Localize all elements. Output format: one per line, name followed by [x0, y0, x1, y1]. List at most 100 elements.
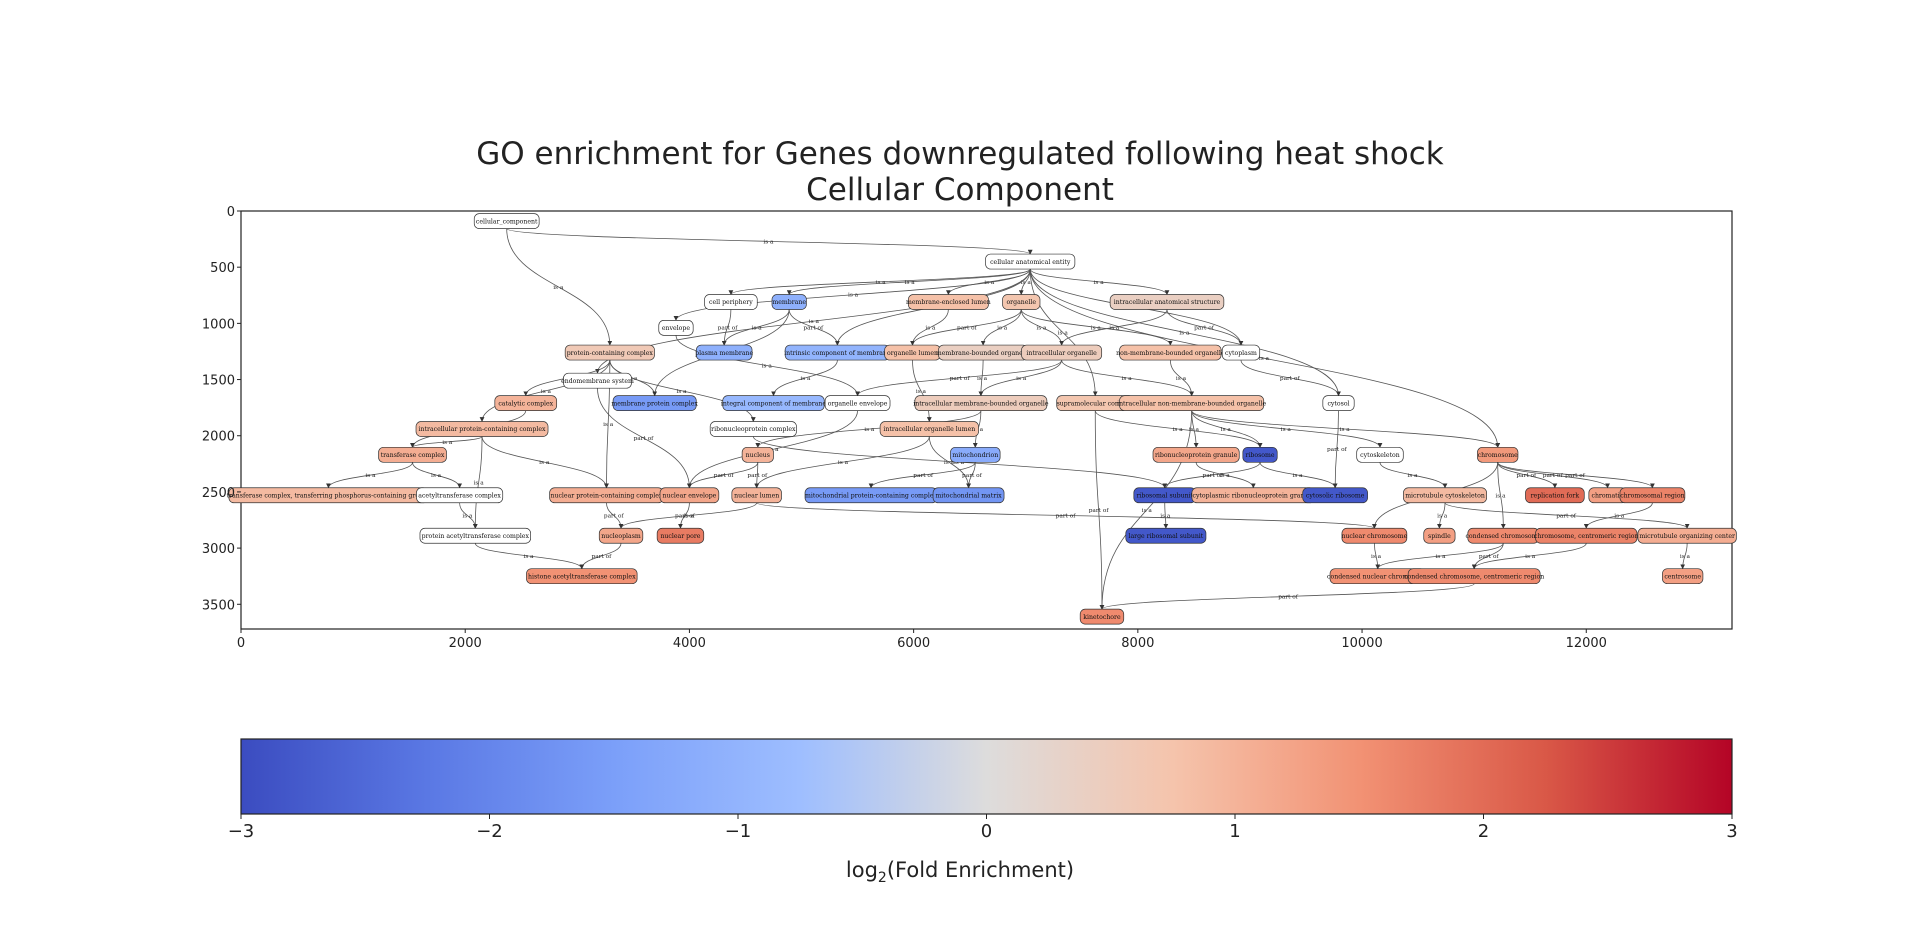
node-label: organelle lumen — [887, 350, 938, 357]
node-crnpg: cytoplasmic ribonucleoprotein granule — [1191, 487, 1316, 504]
node-box — [1021, 344, 1103, 361]
node-box — [1423, 527, 1456, 544]
edge-label: is a — [1495, 493, 1506, 499]
node-cc: cellular_component — [473, 213, 540, 229]
edge-cae-mem — [786, 268, 1031, 295]
node-box — [824, 395, 891, 411]
node-io: intracellular organelle — [1021, 344, 1103, 361]
node-moc: microtubule organizing center — [1637, 527, 1737, 544]
title-line-1: GO enrichment for Genes downregulated fo… — [476, 136, 1444, 172]
edge-label: is a — [1173, 427, 1184, 433]
edge-label: is a — [553, 285, 564, 291]
node-imbo: intracellular membrane-bounded organelle — [913, 395, 1049, 411]
node-label: nuclear lumen — [734, 492, 779, 499]
node-mem: membrane — [771, 294, 807, 310]
edge-label: is a — [800, 376, 811, 382]
edge-label: is a — [684, 514, 695, 520]
edge-mem-icm — [788, 309, 840, 346]
node-chrom: chromosome — [1477, 446, 1519, 463]
node-label: ribonucleoprotein complex — [711, 426, 796, 433]
node-ems: endomembrane system — [561, 372, 634, 389]
x-tick-label: 10000 — [1341, 636, 1382, 651]
node-rs: ribosomal subunit — [1133, 487, 1197, 504]
edge-label: is a — [848, 293, 859, 299]
edge-label: is a — [1021, 280, 1032, 286]
edge-label: is a — [1281, 427, 1292, 433]
colorbar-tick-label: 0 — [981, 821, 992, 842]
node-label: intracellular protein-containing complex — [419, 426, 546, 433]
node-label: nucleus — [746, 452, 770, 459]
edge-label: is a — [677, 389, 688, 395]
node-label: catalytic complex — [498, 400, 553, 407]
node-lrs: large ribosomal subunit — [1125, 527, 1207, 544]
y-axis-ticks: 0 500 1000 1500 2000 2500 3000 3500 — [202, 205, 241, 613]
edge-label: part of — [1327, 447, 1348, 453]
node-mel: membrane-enclosed lumen — [906, 294, 991, 310]
node-label: microtubule organizing center — [1639, 533, 1735, 540]
node-label: membrane protein complex — [611, 400, 698, 407]
edge-ias-io — [1059, 309, 1168, 346]
node-kineto: kinetochore — [1079, 608, 1125, 625]
node-box — [659, 487, 720, 504]
colorbar-label-base: 2 — [877, 870, 887, 887]
edge-mito-mpcx — [868, 462, 976, 489]
node-box — [1119, 395, 1265, 411]
edge-inmbo-ribo — [1191, 410, 1263, 448]
colorbar-tick-label: 1 — [1229, 821, 1240, 842]
colorbar-label: log2(Fold Enrichment) — [0, 858, 1920, 886]
edge-label: is a — [864, 427, 875, 433]
edge-label: is a — [442, 440, 453, 446]
edge-label: part of — [957, 325, 978, 331]
node-label: cytosolic ribosome — [1306, 492, 1365, 499]
node-cytosol: cytosol — [1322, 395, 1355, 411]
x-tick-label: 2000 — [449, 636, 482, 651]
edge-nl-nchr — [756, 502, 1377, 529]
edge-ribo-rs — [1162, 462, 1261, 489]
plot-frame — [240, 210, 1733, 630]
node-box — [722, 395, 825, 411]
x-axis-ticks: 0 2000 4000 6000 8000 10000 12000 — [237, 629, 1607, 651]
edge-ribo-cr — [1259, 462, 1338, 489]
edge-cytosk-mcyto — [1379, 462, 1448, 489]
y-tick-label: 3500 — [202, 598, 235, 613]
edge-label: is a — [1407, 473, 1418, 479]
edge-label: is a — [1122, 376, 1133, 382]
node-label: condensed chromosome — [1465, 533, 1541, 540]
node-ribo: ribosome — [1242, 446, 1278, 463]
node-box — [656, 527, 705, 544]
node-rnpg: ribonucleoprotein granule — [1152, 446, 1240, 463]
node-tcp: transferase complex, transferring phosph… — [227, 487, 430, 504]
colorbar-label-rest: (Fold Enrichment) — [886, 858, 1075, 882]
node-box — [1619, 487, 1686, 504]
node-label: microtubule cytoskeleton — [1405, 492, 1485, 499]
edge-rnpg-crnpg — [1195, 462, 1256, 489]
edge-label: is a — [984, 280, 995, 286]
x-tick-label: 4000 — [673, 636, 706, 651]
edge-mel-ol — [910, 309, 949, 346]
edge-label: is a — [1437, 514, 1448, 520]
edge-mito-mm — [966, 462, 976, 489]
edge-org-ol — [910, 309, 1022, 346]
node-label: centrosome — [1664, 573, 1701, 580]
edge-chrom-rf — [1497, 462, 1558, 489]
node-pact: protein acetyltransferase complex — [419, 527, 531, 544]
node-box — [741, 446, 774, 463]
node-label: nuclear protein-containing complex — [551, 492, 663, 499]
node-label: histone acetyltransferase complex — [528, 573, 636, 580]
edge-label: is a — [541, 389, 552, 395]
node-centro: centrosome — [1662, 568, 1704, 585]
node-label: spindle — [1428, 533, 1451, 540]
edge-label: is a — [977, 376, 988, 382]
node-pcc: protein-containing complex — [564, 344, 655, 361]
edge-label: is a — [1058, 330, 1069, 336]
node-label: protein acetyltransferase complex — [422, 533, 530, 540]
edge-ipc-npc — [481, 436, 609, 489]
node-nmbo: non-membrane-bounded organelle — [1116, 344, 1225, 361]
node-box — [914, 395, 1048, 411]
node-box — [709, 421, 797, 437]
node-label: mitochondrion — [952, 452, 998, 459]
edge-pact-hat — [474, 543, 585, 570]
edge-label: part of — [1516, 473, 1537, 479]
edge-label: is a — [1016, 376, 1027, 382]
